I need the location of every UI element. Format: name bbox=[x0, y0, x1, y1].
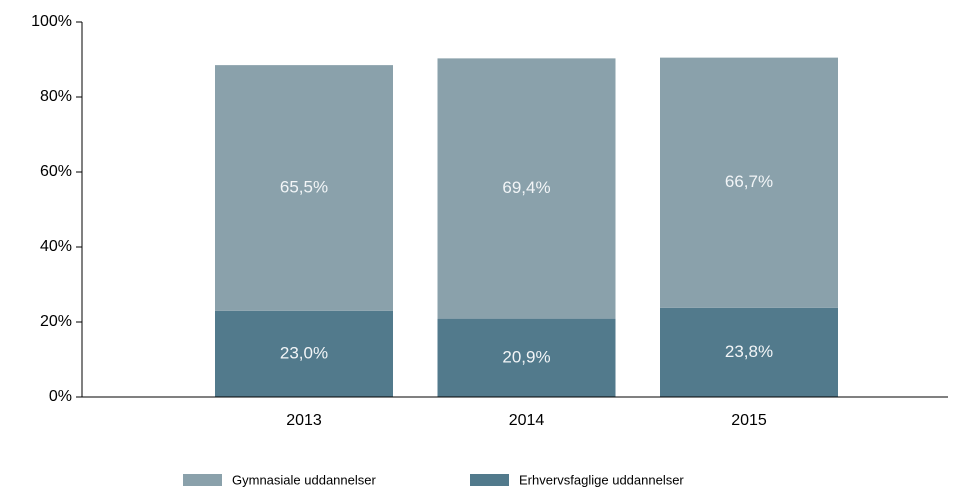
bar-segment bbox=[437, 58, 616, 319]
value-label: 20,9% bbox=[502, 347, 550, 366]
bar-segment bbox=[215, 65, 393, 311]
y-tick-label: 0% bbox=[49, 388, 72, 405]
bar-segment bbox=[660, 57, 838, 308]
y-tick-label: 20% bbox=[40, 313, 72, 330]
bar-segment bbox=[215, 310, 393, 397]
y-tick-label: 100% bbox=[31, 13, 72, 30]
y-tick-label: 40% bbox=[40, 238, 72, 255]
x-tick-label: 2013 bbox=[286, 412, 322, 429]
legend-label: Erhvervsfaglige uddannelser bbox=[519, 472, 684, 487]
value-label: 23,8% bbox=[725, 342, 773, 361]
legend-swatch bbox=[183, 474, 222, 486]
bar-segment bbox=[660, 307, 838, 397]
value-label: 23,0% bbox=[280, 343, 328, 362]
y-tick-label: 80% bbox=[40, 88, 72, 105]
legend-label: Gymnasiale uddannelser bbox=[232, 472, 376, 487]
value-label: 66,7% bbox=[725, 172, 773, 191]
value-label: 65,5% bbox=[280, 177, 328, 196]
x-tick-label: 2015 bbox=[731, 412, 767, 429]
legend-swatch bbox=[470, 474, 509, 486]
x-tick-label: 2014 bbox=[509, 412, 545, 429]
y-tick-label: 60% bbox=[40, 163, 72, 180]
value-label: 69,4% bbox=[502, 178, 550, 197]
bar-segment bbox=[437, 318, 616, 397]
